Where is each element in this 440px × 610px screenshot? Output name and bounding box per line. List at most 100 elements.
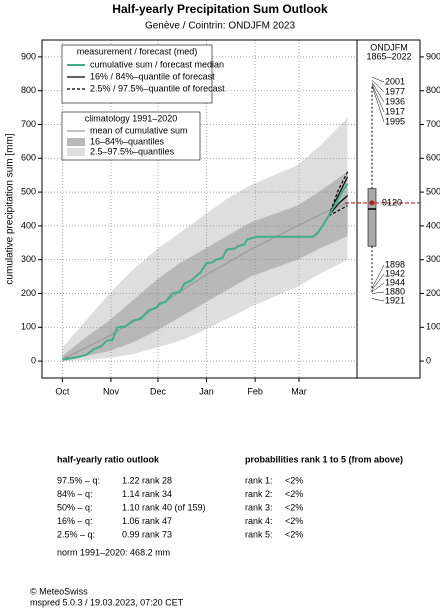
probability-value: <2%: [285, 516, 303, 526]
y-tick-label: 700: [21, 119, 36, 129]
y2-tick-label: 0: [426, 355, 431, 365]
section-title: half-yearly ratio outlook: [57, 454, 160, 464]
y2-tick-label: 900: [426, 51, 440, 61]
y-tick-label: 400: [21, 220, 36, 230]
y2-tick-label: 800: [426, 85, 440, 95]
y-tick-label: 200: [21, 288, 36, 298]
y2-tick-label: 400: [426, 220, 440, 230]
rank-value: rank 73: [142, 529, 172, 539]
rank-value: rank 40 (of 159): [142, 502, 206, 512]
ratio-value: 1.14: [122, 489, 140, 499]
rank-connector: [371, 76, 385, 83]
dry-year-label: 1942: [385, 268, 405, 278]
panel-frame: [356, 39, 421, 379]
probability-value: <2%: [285, 529, 303, 539]
legend-box: [61, 44, 213, 104]
quantile-label: 97.5% – q:: [57, 475, 100, 485]
x-tick-label: Nov: [103, 386, 120, 396]
y2-tick-label: 500: [426, 186, 440, 196]
norm-text: norm 1991–2020: 468.2 mm: [57, 547, 170, 557]
chart-title: Half-yearly Precipitation Sum Outlook: [112, 2, 328, 16]
ratio-value: 1.06: [122, 516, 140, 526]
rank-connector: [371, 82, 385, 103]
y2-tick-label: 200: [426, 288, 440, 298]
forecast-quantile-line: [328, 205, 348, 217]
quantile-label: 16% – q:: [57, 516, 93, 526]
rank-connector: [371, 264, 385, 289]
probability-value: <2%: [285, 502, 303, 512]
y-tick-label: 300: [21, 254, 36, 264]
wet-year-label: 1995: [385, 116, 405, 126]
ratio-value: 1.22: [122, 475, 140, 485]
rank-connector: [371, 83, 385, 113]
section-title: probabilities rank 1 to 5 (from above): [245, 454, 403, 464]
y-tick-label: 0: [31, 355, 36, 365]
y2-tick-label: 300: [426, 254, 440, 264]
rank-connector: [371, 79, 385, 93]
y-tick-label: 800: [21, 85, 36, 95]
y2-tick-label: 700: [426, 119, 440, 129]
ratio-value: 1.10: [122, 502, 140, 512]
y-axis-label: cumulative precipitation sum [mm]: [5, 133, 16, 284]
y-tick-label: 100: [21, 322, 36, 332]
rank-connector: [371, 85, 385, 123]
dry-year-label: 1880: [385, 286, 405, 296]
legend-label: 16–84%–quantiles: [90, 136, 165, 146]
rank-value: rank 34: [142, 489, 172, 499]
quantile-label: 84% – q:: [57, 489, 93, 499]
y2-tick-label: 100: [426, 322, 440, 332]
legend-title: climatology 1991–2020: [85, 113, 178, 123]
dry-year-label: 1921: [385, 295, 405, 305]
footer-copyright: © MeteoSwiss: [30, 586, 88, 596]
probability-value: <2%: [285, 475, 303, 485]
quantile-label: 2.5% – q:: [57, 529, 95, 539]
dry-year-label: 1944: [385, 277, 405, 287]
chart-subtitle: Genève / Cointrin: ONDJFM 2023: [145, 21, 295, 32]
x-tick-label: Oct: [55, 386, 70, 396]
panel-title: ONDJFM: [370, 42, 408, 52]
quantile-label: 50% – q:: [57, 502, 93, 512]
legend-swatch: [67, 138, 85, 146]
y2-tick-label: 600: [426, 153, 440, 163]
rank-label: rank 3:: [245, 502, 273, 512]
mean-line: [62, 202, 348, 360]
legend-title: measurement / forecast (med): [77, 46, 198, 56]
forecast-quantile-line: [328, 171, 349, 217]
rank-label: rank 1:: [245, 475, 273, 485]
x-tick-label: Jan: [199, 386, 214, 396]
ratio-value: 0.99: [122, 529, 140, 539]
wet-year-label: 2001: [385, 76, 405, 86]
y-tick-label: 500: [21, 186, 36, 196]
probability-value: <2%: [285, 489, 303, 499]
legend-label: cumulative sum / forecast median: [90, 59, 224, 69]
rank-connector: [371, 298, 385, 302]
rank-value: rank 28: [142, 475, 172, 485]
rank-connector: [371, 291, 385, 294]
legend-swatch: [67, 148, 85, 156]
legend-label: mean of cumulative sum: [90, 125, 188, 135]
wet-year-label: 1917: [385, 106, 405, 116]
x-tick-label: Feb: [247, 386, 263, 396]
wet-year-label: 1977: [385, 86, 405, 96]
legend-label: 2.5% / 97.5%–quantile of forecast: [90, 83, 225, 93]
y-tick-label: 900: [21, 51, 36, 61]
rank-connector: [371, 273, 385, 291]
rank-connector: [371, 282, 385, 293]
rank-label: rank 2:: [245, 489, 273, 499]
dry-year-label: 1898: [385, 259, 405, 269]
series-line: [62, 183, 349, 361]
y-tick-label: 600: [21, 153, 36, 163]
legend-label: 16% / 84%–quantile of forecast: [90, 71, 215, 81]
rank-value: rank 47: [142, 516, 172, 526]
x-tick-label: Dec: [150, 386, 167, 396]
panel-subtitle: 1865–2022: [366, 51, 411, 61]
rank-label: rank 4:: [245, 516, 273, 526]
box: [367, 188, 377, 247]
x-tick-label: Mar: [291, 386, 307, 396]
rank-label: rank 5:: [245, 529, 273, 539]
footer-info: mspred 5.0.3 / 19.03.2023, 07:20 CET: [30, 597, 184, 607]
norm-label: 9120: [382, 197, 402, 207]
norm-point: [369, 200, 375, 206]
legend-label: 2.5–97.5%–quantiles: [90, 146, 175, 156]
